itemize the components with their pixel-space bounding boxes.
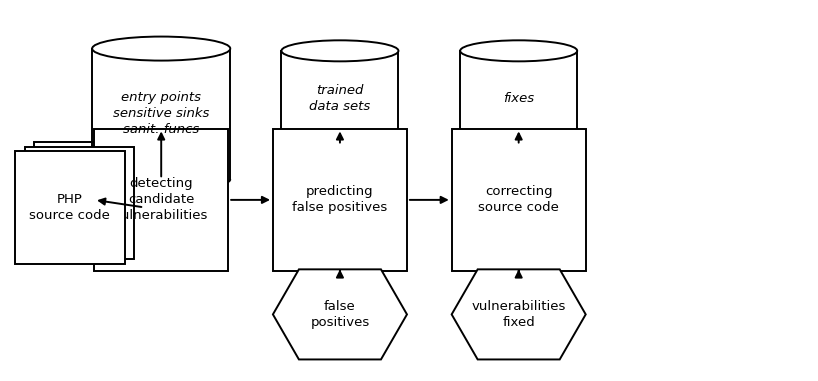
Text: trained
data sets: trained data sets bbox=[309, 84, 371, 113]
Text: fixes: fixes bbox=[503, 92, 534, 105]
Text: correcting
source code: correcting source code bbox=[479, 186, 560, 215]
Polygon shape bbox=[461, 51, 578, 146]
Polygon shape bbox=[15, 151, 124, 264]
Polygon shape bbox=[273, 269, 407, 359]
Polygon shape bbox=[34, 142, 144, 255]
Text: detecting
candidate
vulnerabilities: detecting candidate vulnerabilities bbox=[114, 178, 209, 223]
Ellipse shape bbox=[461, 40, 578, 61]
Text: vulnerabilities
fixed: vulnerabilities fixed bbox=[471, 300, 566, 329]
Text: false
positives: false positives bbox=[310, 300, 370, 329]
Polygon shape bbox=[94, 128, 228, 271]
Polygon shape bbox=[452, 269, 586, 359]
Text: predicting
false positives: predicting false positives bbox=[292, 186, 388, 215]
Text: entry points
sensitive sinks
sanit. funcs: entry points sensitive sinks sanit. func… bbox=[113, 91, 209, 136]
Polygon shape bbox=[92, 49, 230, 179]
Polygon shape bbox=[273, 128, 407, 271]
Ellipse shape bbox=[92, 37, 230, 61]
Text: PHP
source code: PHP source code bbox=[29, 193, 110, 222]
Ellipse shape bbox=[281, 40, 398, 61]
Polygon shape bbox=[25, 147, 134, 259]
Polygon shape bbox=[452, 128, 586, 271]
Polygon shape bbox=[281, 51, 398, 146]
